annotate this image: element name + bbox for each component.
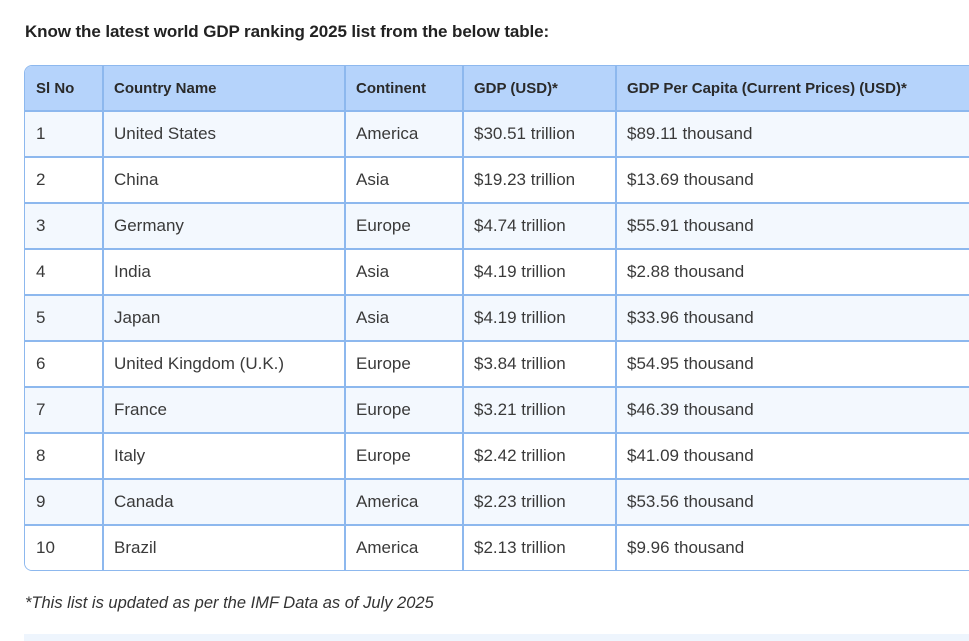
table-row: 5 Japan Asia $4.19 trillion $33.96 thous… [25, 295, 969, 342]
cell-continent: America [345, 525, 464, 570]
table-header-row: Sl No Country Name Continent GDP (USD)* … [25, 66, 969, 112]
next-section-edge [24, 634, 969, 641]
cell-sl-no: 10 [25, 525, 104, 570]
cell-gdp-per-capita: $2.88 thousand [616, 249, 969, 296]
cell-sl-no: 6 [25, 341, 104, 388]
cell-country: France [103, 387, 346, 434]
table-row: 10 Brazil America $2.13 trillion $9.96 t… [25, 525, 969, 570]
cell-sl-no: 9 [25, 479, 104, 526]
cell-gdp-per-capita: $54.95 thousand [616, 341, 969, 388]
cell-gdp-per-capita: $13.69 thousand [616, 157, 969, 204]
cell-continent: Europe [345, 341, 464, 388]
cell-gdp: $4.19 trillion [463, 249, 617, 296]
cell-country: India [103, 249, 346, 296]
cell-country: United States [103, 111, 346, 158]
cell-gdp-per-capita: $55.91 thousand [616, 203, 969, 250]
gdp-ranking-table-container: Sl No Country Name Continent GDP (USD)* … [24, 65, 969, 571]
cell-gdp: $4.74 trillion [463, 203, 617, 250]
cell-gdp-per-capita: $46.39 thousand [616, 387, 969, 434]
cell-country: China [103, 157, 346, 204]
cell-gdp: $2.13 trillion [463, 525, 617, 570]
cell-gdp-per-capita: $9.96 thousand [616, 525, 969, 570]
column-header-gdp: GDP (USD)* [463, 66, 617, 112]
cell-continent: Europe [345, 387, 464, 434]
table-row: 1 United States America $30.51 trillion … [25, 111, 969, 158]
cell-gdp: $19.23 trillion [463, 157, 617, 204]
intro-heading: Know the latest world GDP ranking 2025 l… [25, 22, 550, 41]
cell-gdp: $3.84 trillion [463, 341, 617, 388]
gdp-ranking-table: Sl No Country Name Continent GDP (USD)* … [25, 66, 969, 570]
cell-country: United Kingdom (U.K.) [103, 341, 346, 388]
cell-country: Brazil [103, 525, 346, 570]
table-row: 2 China Asia $19.23 trillion $13.69 thou… [25, 157, 969, 204]
column-header-continent: Continent [345, 66, 464, 112]
cell-gdp: $2.23 trillion [463, 479, 617, 526]
cell-sl-no: 3 [25, 203, 104, 250]
footnote: *This list is updated as per the IMF Dat… [25, 594, 434, 612]
cell-gdp-per-capita: $53.56 thousand [616, 479, 969, 526]
cell-sl-no: 7 [25, 387, 104, 434]
table-row: 3 Germany Europe $4.74 trillion $55.91 t… [25, 203, 969, 250]
column-header-sl-no: Sl No [25, 66, 104, 112]
cell-sl-no: 1 [25, 111, 104, 158]
table-row: 6 United Kingdom (U.K.) Europe $3.84 tri… [25, 341, 969, 388]
cell-continent: Asia [345, 295, 464, 342]
cell-continent: Europe [345, 203, 464, 250]
cell-gdp: $2.42 trillion [463, 433, 617, 480]
cell-sl-no: 2 [25, 157, 104, 204]
cell-continent: Asia [345, 249, 464, 296]
cell-country: Canada [103, 479, 346, 526]
cell-continent: Asia [345, 157, 464, 204]
table-row: 7 France Europe $3.21 trillion $46.39 th… [25, 387, 969, 434]
cell-gdp-per-capita: $33.96 thousand [616, 295, 969, 342]
cell-sl-no: 5 [25, 295, 104, 342]
cell-sl-no: 8 [25, 433, 104, 480]
cell-country: Germany [103, 203, 346, 250]
column-header-gdp-per-capita: GDP Per Capita (Current Prices) (USD)* [616, 66, 969, 112]
cell-sl-no: 4 [25, 249, 104, 296]
column-header-country-name: Country Name [103, 66, 346, 112]
cell-continent: America [345, 479, 464, 526]
table-row: 8 Italy Europe $2.42 trillion $41.09 tho… [25, 433, 969, 480]
cell-gdp: $3.21 trillion [463, 387, 617, 434]
cell-country: Italy [103, 433, 346, 480]
cell-continent: America [345, 111, 464, 158]
cell-country: Japan [103, 295, 346, 342]
cell-gdp: $30.51 trillion [463, 111, 617, 158]
cell-gdp-per-capita: $89.11 thousand [616, 111, 969, 158]
cell-continent: Europe [345, 433, 464, 480]
table-row: 4 India Asia $4.19 trillion $2.88 thousa… [25, 249, 969, 296]
table-row: 9 Canada America $2.23 trillion $53.56 t… [25, 479, 969, 526]
cell-gdp-per-capita: $41.09 thousand [616, 433, 969, 480]
cell-gdp: $4.19 trillion [463, 295, 617, 342]
